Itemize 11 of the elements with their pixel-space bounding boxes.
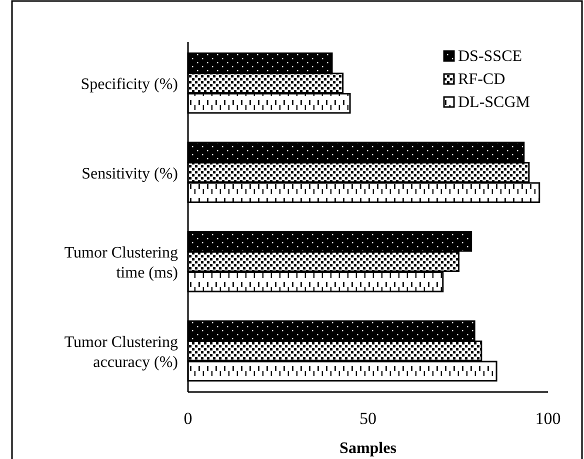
y-tick-label: Tumor Clustering accuracy (%) [64, 334, 178, 371]
y-tick-label: Sensitivity (%) [82, 165, 178, 182]
legend-label: RF-CD [458, 71, 506, 88]
x-tick-label: 100 [535, 409, 561, 428]
legend-label: DL-SCGM [458, 94, 530, 111]
y-tick-label: Specificity (%) [80, 76, 178, 94]
x-tick-label: 0 [184, 409, 192, 428]
x-tick-label: 50 [360, 409, 376, 428]
legend-label: DS-SSCE [458, 48, 522, 65]
x-axis-title: Samples [340, 440, 396, 457]
y-tick-label: Tumor Clustering time (ms) [64, 244, 178, 282]
